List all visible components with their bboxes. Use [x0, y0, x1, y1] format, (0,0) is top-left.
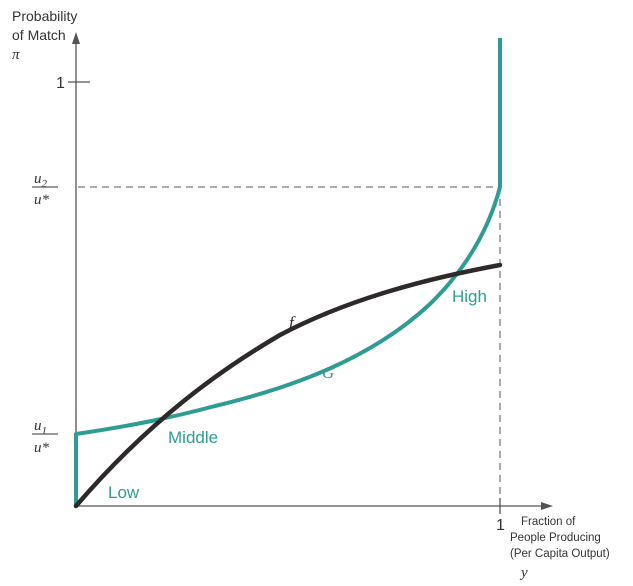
x-axis-title-line1: Fraction of [521, 516, 576, 528]
x-axis-title-line2: People Producing [510, 532, 601, 544]
curve-f [73, 262, 503, 509]
y-tick-one-label: 1 [56, 75, 65, 92]
curve-G-label: G [322, 363, 334, 382]
y-axis-arrow [72, 32, 80, 44]
u1-denominator: u* [34, 440, 50, 456]
u1-numerator: u1 [34, 418, 47, 437]
y-axis-title-line2: of Match [12, 27, 66, 43]
curve-G [74, 38, 502, 506]
u2-denominator: u* [34, 192, 50, 208]
curve-f-label: f [289, 313, 296, 332]
u2-numerator: u2 [34, 171, 48, 190]
x-tick-one-label: 1 [496, 517, 505, 534]
x-axis-arrow [541, 502, 553, 510]
region-label-low: Low [108, 483, 140, 502]
x-axis-title-line3: (Per Capita Output) [510, 548, 610, 560]
region-label-high: High [452, 287, 487, 306]
y-axis-symbol: π [12, 47, 20, 63]
y-axis-title-line1: Probability [12, 8, 77, 24]
region-label-middle: Middle [168, 428, 218, 447]
x-axis-symbol: y [519, 565, 528, 581]
